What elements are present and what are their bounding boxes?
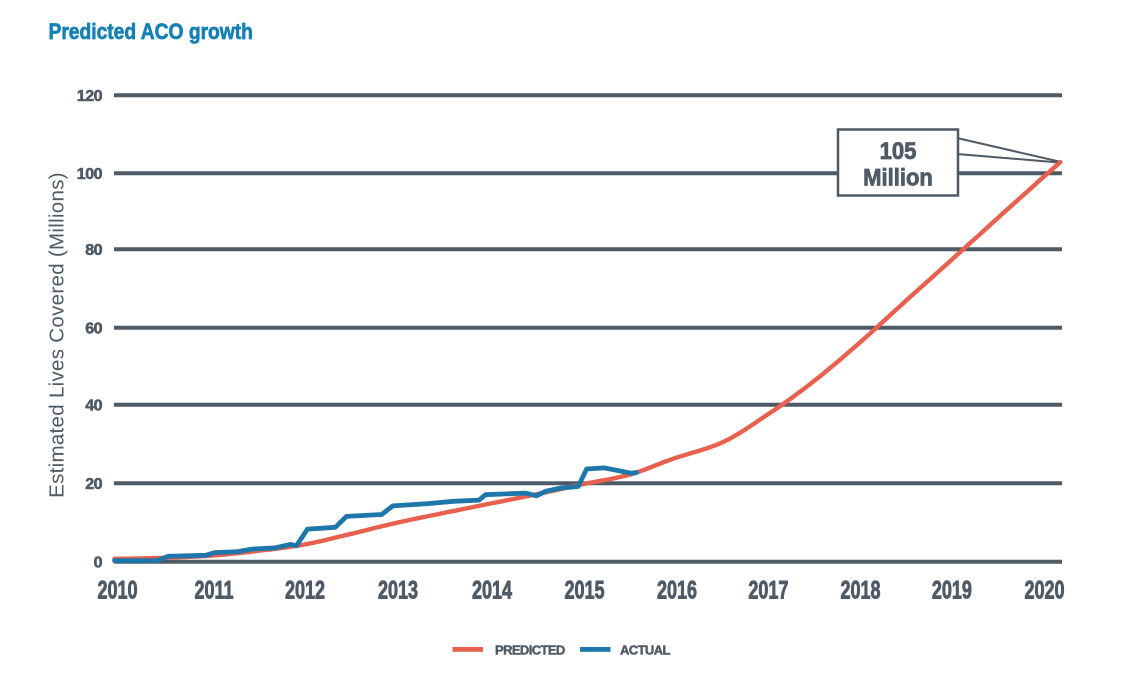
svg-text:2020: 2020	[1024, 576, 1064, 605]
svg-text:60: 60	[85, 321, 102, 338]
svg-text:0: 0	[94, 555, 103, 572]
svg-text:100: 100	[77, 166, 103, 183]
svg-text:105: 105	[880, 137, 917, 164]
svg-text:120: 120	[77, 88, 103, 105]
svg-text:2017: 2017	[748, 576, 788, 605]
svg-text:2018: 2018	[840, 576, 880, 605]
svg-text:80: 80	[85, 242, 102, 259]
svg-text:2012: 2012	[285, 576, 325, 605]
svg-text:20: 20	[85, 476, 102, 493]
svg-text:Million: Million	[863, 163, 933, 190]
svg-text:2011: 2011	[194, 576, 233, 605]
svg-text:2014: 2014	[472, 576, 512, 605]
svg-text:2013: 2013	[378, 576, 418, 605]
svg-text:2015: 2015	[564, 576, 604, 605]
svg-text:40: 40	[85, 398, 102, 415]
svg-text:2010: 2010	[97, 576, 137, 605]
svg-text:Predicted ACO growth: Predicted ACO growth	[49, 19, 253, 44]
svg-text:ACTUAL: ACTUAL	[620, 643, 670, 658]
svg-text:2019: 2019	[932, 576, 972, 605]
svg-text:2016: 2016	[657, 576, 697, 605]
svg-text:PREDICTED: PREDICTED	[495, 643, 565, 658]
svg-text:Estimated Lives Covered (Milli: Estimated Lives Covered (Millions)	[45, 172, 68, 498]
